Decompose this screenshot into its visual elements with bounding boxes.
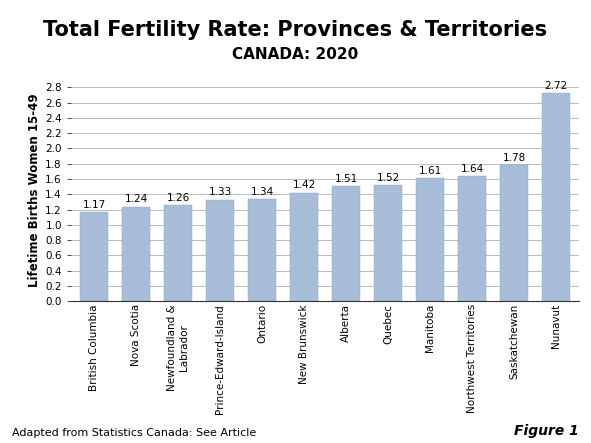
Text: 1.34: 1.34 — [251, 187, 274, 197]
Bar — [459, 176, 486, 301]
Text: Figure 1: Figure 1 — [514, 424, 579, 438]
Text: 1.17: 1.17 — [82, 200, 106, 210]
Bar — [543, 93, 570, 301]
Bar — [375, 185, 402, 301]
Bar — [417, 178, 444, 301]
Bar — [122, 206, 150, 301]
Text: 1.51: 1.51 — [335, 174, 358, 183]
Text: 1.24: 1.24 — [124, 194, 148, 204]
Text: 1.78: 1.78 — [502, 153, 526, 163]
Bar — [80, 212, 108, 301]
Bar — [332, 186, 360, 301]
Text: Adapted from Statistics Canada: See Article: Adapted from Statistics Canada: See Arti… — [12, 427, 256, 438]
Bar — [290, 193, 318, 301]
Text: 1.26: 1.26 — [167, 193, 190, 203]
Text: 2.72: 2.72 — [544, 81, 568, 91]
Bar — [164, 205, 191, 301]
Text: 1.61: 1.61 — [418, 166, 441, 176]
Text: 1.33: 1.33 — [209, 187, 232, 198]
Text: Total Fertility Rate: Provinces & Territories: Total Fertility Rate: Provinces & Territ… — [43, 20, 548, 40]
Text: 1.64: 1.64 — [460, 163, 483, 174]
Bar — [248, 199, 275, 301]
Text: CANADA: 2020: CANADA: 2020 — [232, 47, 359, 62]
Bar — [501, 165, 528, 301]
Text: 1.42: 1.42 — [293, 180, 316, 190]
Text: 1.52: 1.52 — [376, 173, 400, 183]
Bar — [206, 200, 233, 301]
Y-axis label: Lifetime Births Women 15-49: Lifetime Births Women 15-49 — [28, 93, 41, 288]
